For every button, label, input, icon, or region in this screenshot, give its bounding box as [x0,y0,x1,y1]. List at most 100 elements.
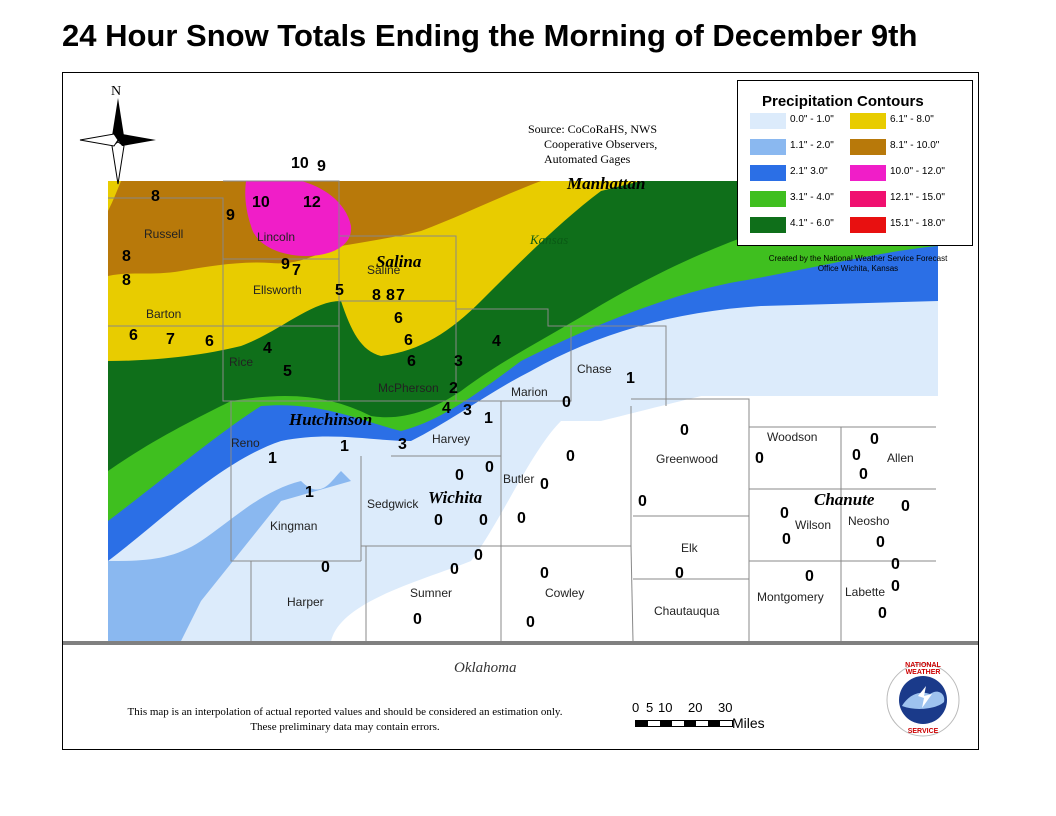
county-label-elk: Elk [681,541,698,555]
snow-value: 0 [755,450,764,467]
legend-swatch [850,191,886,207]
compass-icon [79,98,156,185]
county-label-mcpherson: McPherson [378,381,439,395]
city-manhattan: Manhattan [567,174,646,193]
snow-value: 0 [450,561,459,578]
snow-value: 0 [434,512,443,529]
city-kansas: Kansas [530,232,569,247]
snow-value: 0 [517,510,526,527]
county-label-kingman: Kingman [270,519,318,533]
legend-swatch [850,217,886,233]
snow-value: 0 [485,459,494,476]
snow-value: 0 [455,467,464,484]
snow-value: 0 [891,578,900,595]
county-label-sumner: Sumner [410,586,453,600]
legend-swatch [750,191,786,207]
county-label-neosho: Neosho [848,514,890,528]
state-label-oklahoma: Oklahoma [454,660,517,676]
snow-value: 9 [317,158,326,175]
legend-swatch [750,217,786,233]
snow-value: 9 [281,256,290,273]
county-label-labette: Labette [845,585,886,599]
snow-value: 7 [166,331,175,348]
snow-value: 0 [852,447,861,464]
legend-label: 4.1" - 6.0" [790,218,834,229]
snow-value: 0 [566,448,575,465]
nws-logo: NATIONAL WEATHER SERVICE [878,660,968,740]
legend-swatch [850,165,886,181]
snow-value: 4 [492,333,501,350]
snow-value: 9 [226,207,235,224]
county-label-sedgwick: Sedgwick [367,497,419,511]
nws-logo-icon [886,663,960,737]
nws-logo-text-top: NATIONAL WEATHER [905,662,941,676]
source-text: Source: CoCoRaHS, NWS Cooperative Observ… [528,122,658,166]
county-label-lincoln: Lincoln [257,230,296,244]
legend-label: 8.1" - 10.0" [890,140,940,151]
snow-value: 1 [626,370,635,387]
snow-value: 0 [479,512,488,529]
county-label-harvey: Harvey [432,432,471,446]
snow-value: 5 [335,282,344,299]
snow-value: 4 [442,400,451,417]
scale-bar: 0 5 10 20 30 Miles [632,700,782,734]
county-label-rice: Rice [229,355,254,369]
county-label-chase: Chase [577,362,612,376]
county-label-chautauqua: Chautauqua [654,604,720,618]
county-label-montgomery: Montgomery [757,590,824,604]
legend-label: 12.1" - 15.0" [890,192,945,203]
legend-label: 1.1" - 2.0" [790,140,834,151]
snow-value: 0 [805,568,814,585]
snow-value: 3 [454,353,463,370]
snow-value: 8 [122,248,131,265]
snow-value: 0 [859,466,868,483]
snow-value: 0 [540,476,549,493]
snow-value: 2 [449,380,458,397]
county-label-marion: Marion [511,385,548,399]
legend-swatch [750,139,786,155]
scale-tick-label: 30 [718,700,733,715]
snow-value: 0 [562,394,571,411]
snow-value: 0 [878,605,887,622]
legend-label: 15.1" - 18.0" [890,218,945,229]
snow-value: 0 [540,565,549,582]
county-label-allen: Allen [887,451,914,465]
legend-label: 0.0" - 1.0" [790,114,834,125]
zone-10-12 [245,181,352,256]
zone-1-2-sw [108,471,351,641]
city-hutchinson: Hutchinson [289,410,373,429]
snow-value: 8 [386,287,395,304]
snow-value: 0 [680,422,689,439]
snow-value: 0 [876,534,885,551]
legend-swatch [750,113,786,129]
zone-none [331,396,938,641]
snow-value: 7 [292,262,301,279]
county-label-ellsworth: Ellsworth [253,283,302,297]
snow-value: 0 [891,556,900,573]
county-label-harper: Harper [287,595,324,609]
legend-swatch [850,139,886,155]
legend: Precipitation Contours 0.0" - 1.0" 1.1" -… [737,80,973,246]
snow-value: 6 [394,310,403,327]
legend-label: 2.1" 3.0" [790,166,828,177]
snow-value: 6 [129,327,138,344]
county-label-saline: Saline [367,263,401,277]
snow-value: 1 [484,410,493,427]
city-salina: Salina [376,252,422,271]
county-label-russell: Russell [144,227,184,241]
scale-unit: Miles [732,715,765,731]
legend-swatch [750,165,786,181]
county-label-reno: Reno [231,436,260,450]
snow-value: 0 [638,493,647,510]
county-label-woodson: Woodson [767,430,818,444]
snow-value: 0 [780,505,789,522]
map-canvas [63,180,978,645]
county-label-wilson: Wilson [795,518,832,532]
county-lines [108,180,936,642]
snow-value: 4 [263,340,272,357]
legend-label: 3.1" - 4.0" [790,192,834,203]
scale-tick-label: 20 [688,700,703,715]
county-label-butler: Butler [503,472,535,486]
snow-value: 1 [340,438,349,455]
credit-text: Created by the National Weather Service … [768,254,948,273]
